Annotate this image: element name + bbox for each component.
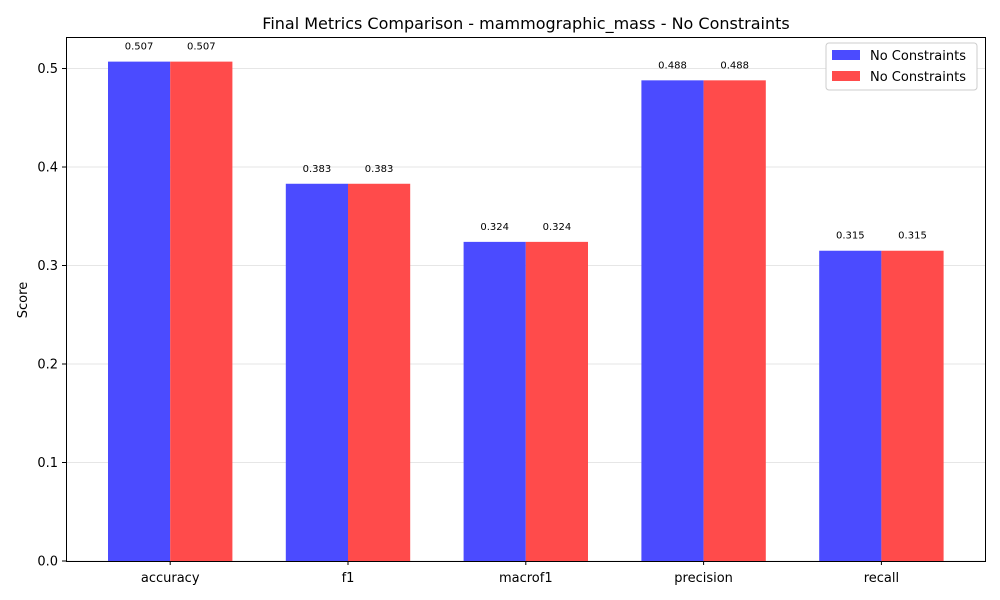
x-tick-label: f1 — [342, 571, 355, 586]
y-axis: 0.0 0.1 0.2 0.3 0.4 0.5 — [37, 62, 66, 570]
bar-macrof1-series-2 — [525, 241, 588, 561]
bar-recall-series-2 — [881, 250, 944, 561]
legend-label-series-2: No Constraints — [870, 70, 966, 85]
legend-label-series-1: No Constraints — [870, 49, 966, 64]
data-label: 0.324 — [543, 222, 572, 233]
data-label: 0.383 — [303, 164, 332, 175]
y-tick-label: 0.5 — [37, 62, 58, 77]
chart-title: Final Metrics Comparison - mammographic_… — [262, 14, 789, 34]
data-label: 0.488 — [720, 60, 749, 71]
data-label: 0.488 — [658, 60, 687, 71]
x-tick-label: macrof1 — [499, 571, 553, 586]
bar-accuracy-series-2 — [170, 61, 233, 562]
legend: No Constraints No Constraints — [825, 42, 978, 91]
legend-frame — [825, 42, 978, 91]
y-tick-label: 0.1 — [37, 456, 58, 471]
x-tick-label: accuracy — [141, 571, 200, 586]
bar-accuracy-series-1 — [108, 61, 171, 562]
data-label: 0.383 — [365, 164, 394, 175]
x-tick-label: precision — [674, 571, 733, 586]
data-label: 0.324 — [480, 222, 509, 233]
y-tick-label: 0.4 — [37, 161, 58, 176]
bar-precision-series-1 — [641, 80, 704, 561]
bar-recall-series-1 — [819, 250, 882, 561]
bars — [108, 61, 944, 562]
bar-precision-series-2 — [703, 80, 766, 561]
value-labels: 0.507 0.507 0.383 0.383 0.324 0.324 0.488 0.488… — [125, 42, 927, 242]
y-axis-label: Score — [16, 282, 31, 318]
legend-swatch-series-2 — [832, 71, 860, 81]
x-axis: accuracy f1 macrof1 precision recall — [141, 561, 899, 586]
data-label: 0.315 — [836, 231, 865, 242]
bar-f1-series-2 — [348, 183, 411, 561]
x-tick-label: recall — [864, 571, 899, 586]
data-label: 0.507 — [125, 42, 154, 53]
legend-swatch-series-1 — [832, 50, 860, 60]
y-tick-label: 0.0 — [37, 555, 58, 570]
y-tick-label: 0.2 — [37, 358, 58, 373]
y-tick-label: 0.3 — [37, 259, 58, 274]
data-label: 0.507 — [187, 42, 216, 53]
bar-macrof1-series-1 — [463, 241, 526, 561]
data-label: 0.315 — [898, 231, 927, 242]
bar-f1-series-1 — [285, 183, 348, 561]
